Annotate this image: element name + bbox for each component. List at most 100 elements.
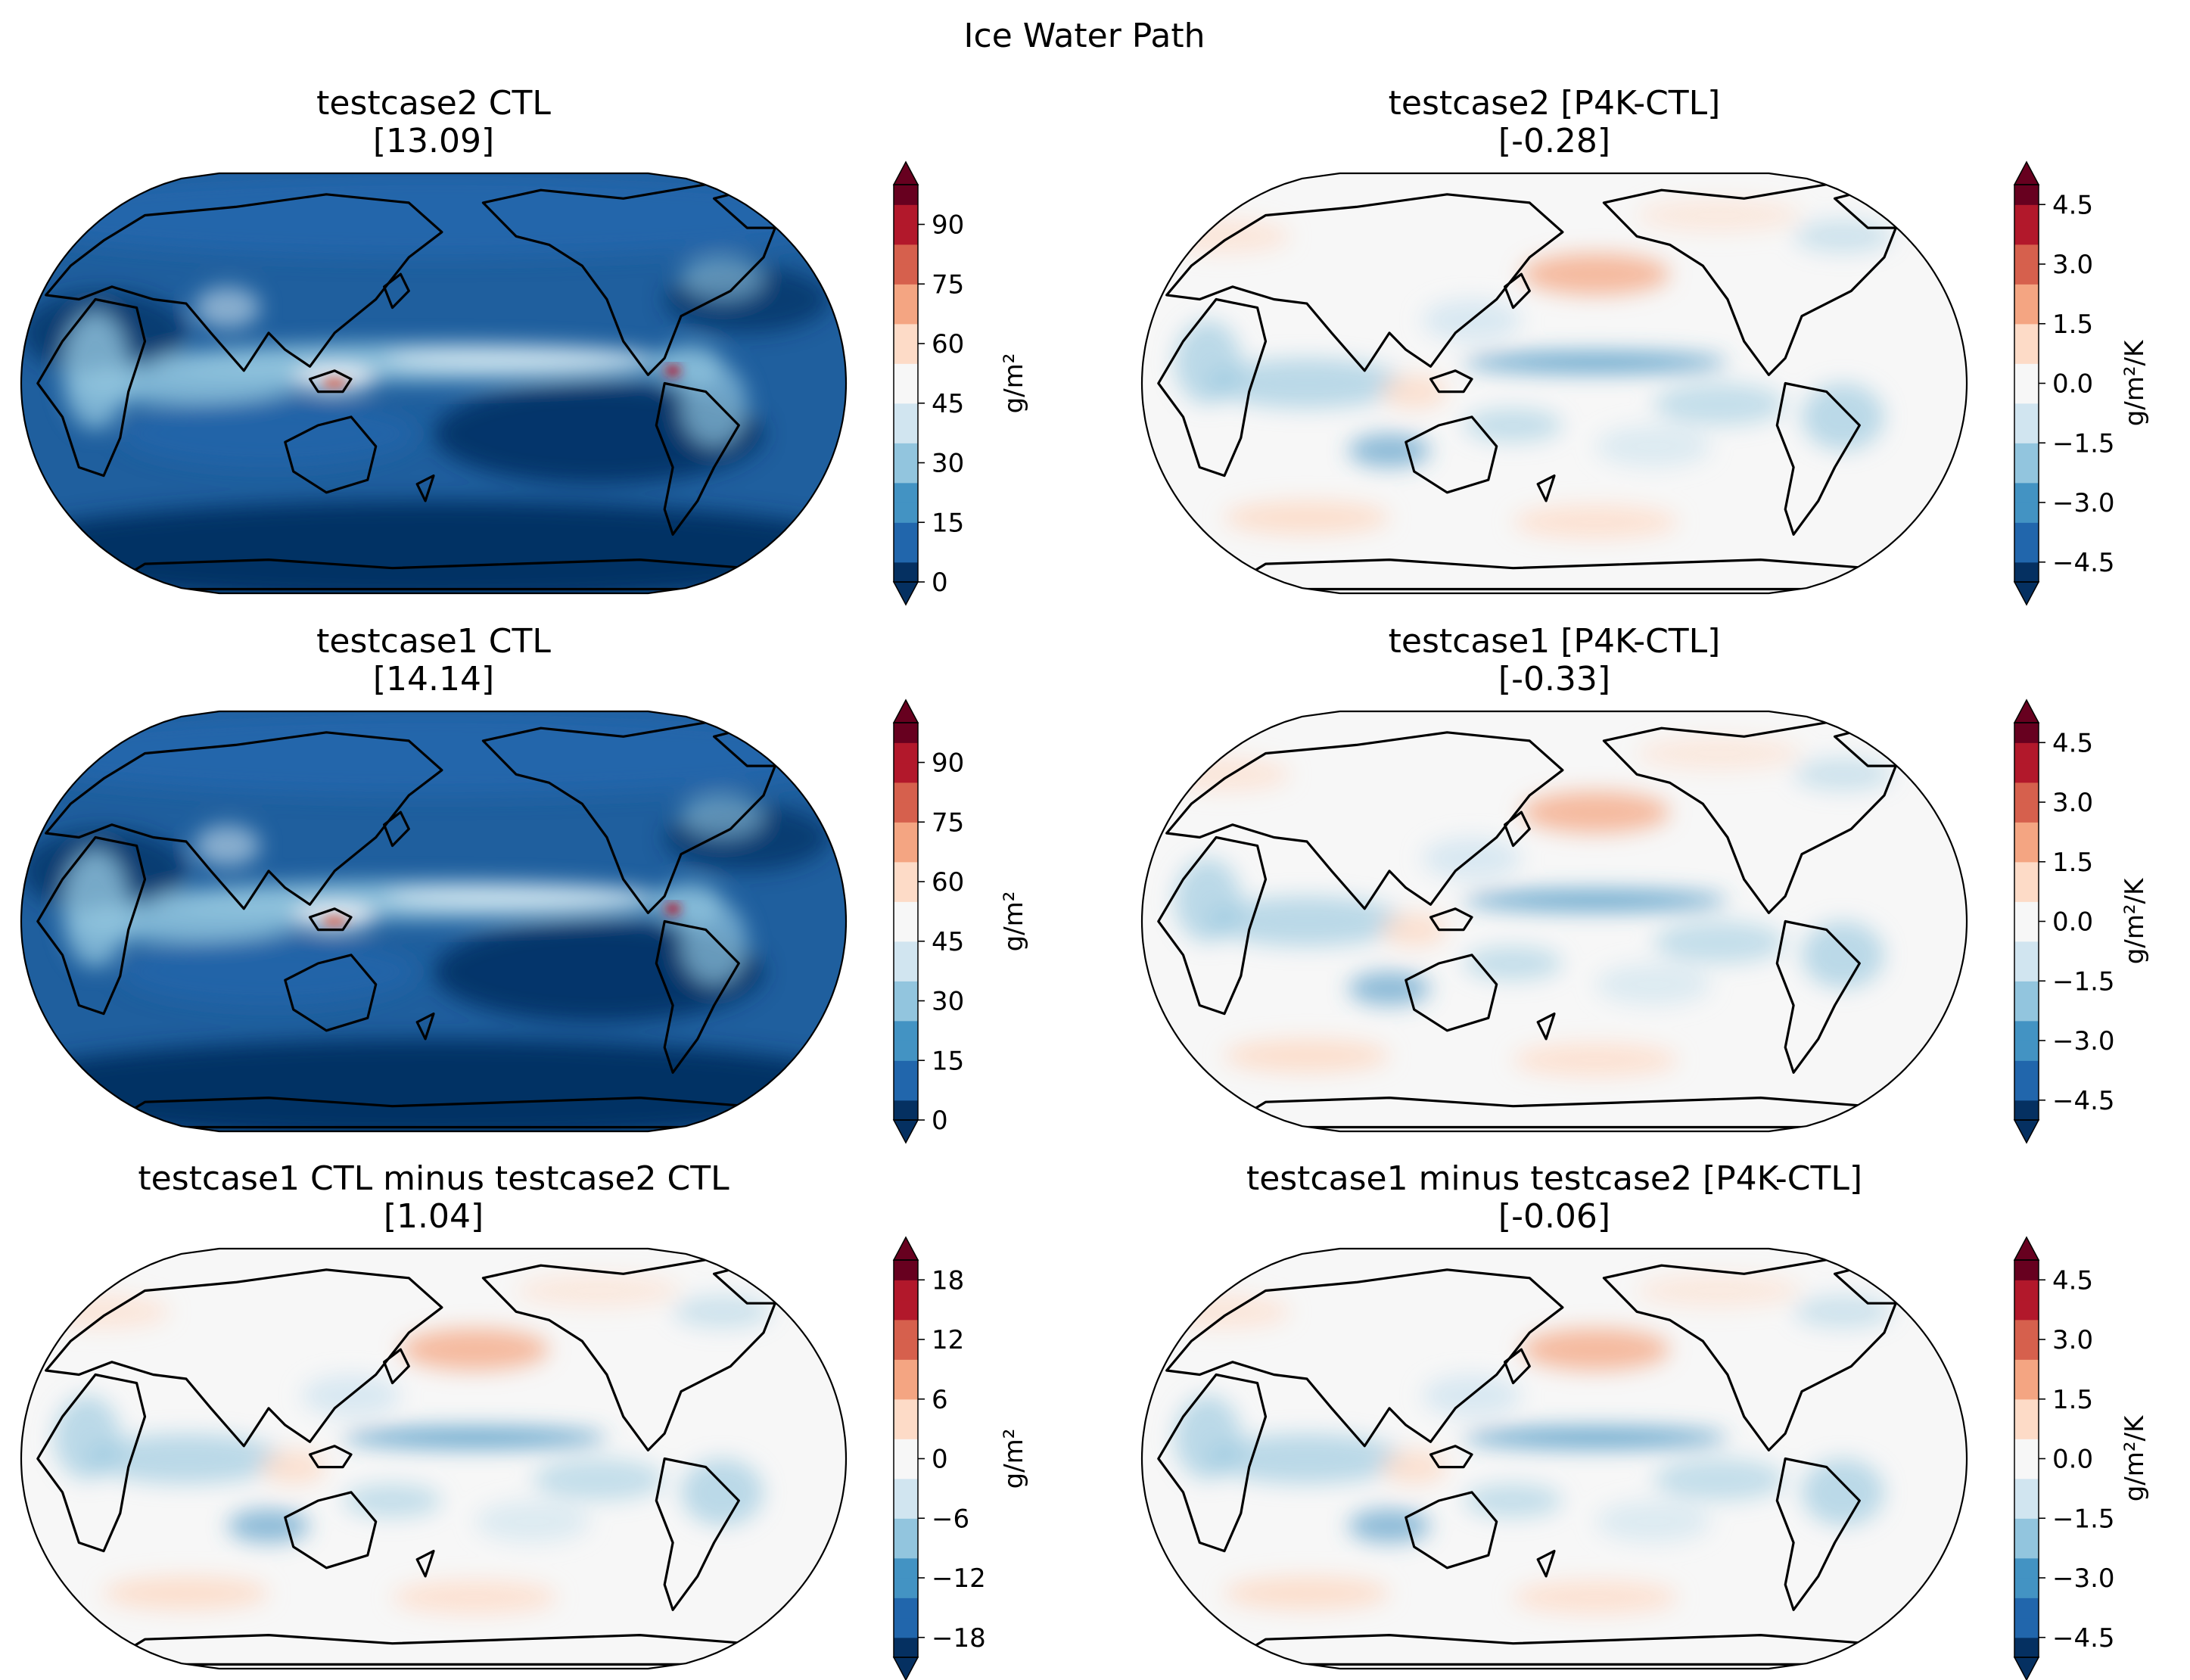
map-field [1142,711,1967,1131]
colorbar: −4.5 −3.0 −1.5 0.0 1.5 3.0 4.5 g/m²/K [2013,698,2150,1144]
colorbar-tick-label: −1.5 [2052,1504,2115,1534]
panel-title: testcase2 CTL [316,84,551,123]
colorbar-tick-label: −12 [932,1563,986,1594]
colorbar-segment [894,1041,918,1061]
coastline-indonesia [308,1445,353,1469]
panel-3: testcase1 CTL[14.14] 0 15 30 45 60 75 90 g/m² [20,622,1029,1144]
colorbar-segment [2014,462,2039,484]
colorbar-segment [894,1060,918,1081]
colorbar-tick-label: 0 [932,568,948,598]
colorbar-segment [2014,264,2039,285]
coastline-samerica [655,919,740,1074]
coastline-namerica [1602,718,1902,915]
colorbar-tick-label: 75 [932,269,964,300]
panel-title: testcase1 [P4K-CTL] [1389,622,1721,661]
colorbar-segment [894,403,918,424]
panel-title: testcase1 CTL [316,622,551,661]
colorbar-segment [894,1458,918,1479]
colorbar-segment [894,1319,918,1340]
colorbar-tick-label: 45 [932,927,964,957]
coastline-indonesia [1429,369,1473,394]
colorbar-segment [2014,1319,2039,1340]
coastline-samerica [1775,381,1861,536]
coastline-namerica [481,718,782,915]
map-border [20,172,848,595]
colorbar-extend-max [892,1236,919,1261]
colorbar-extend-min [892,581,919,606]
colorbar-segment [894,1100,918,1121]
colorbar-segment [894,1020,918,1041]
colorbar-segment [2014,403,2039,424]
colorbar-frame [893,184,919,583]
colorbar-segment [2014,802,2039,823]
colorbar-tick-label: 1.5 [2052,848,2093,878]
colorbar-segment [2014,1518,2039,1539]
coastline-samerica [655,1457,740,1611]
colorbar-segment [894,344,918,364]
colorbar-tick-label: 60 [932,867,964,898]
colorbar-segment [894,323,918,344]
panel-title: testcase1 minus testcase2 [P4K-CTL] [1246,1159,1862,1198]
colorbar-tick-label: 18 [932,1265,964,1296]
coastline-namerica [1602,1255,1902,1452]
colorbar-segment [2014,1637,2039,1658]
colorbar-segment [894,443,918,464]
colorbar-segment [894,1598,918,1619]
colorbar-label: g/m²/K [2120,877,2150,964]
coastline-namerica [1602,180,1902,376]
colorbar-segment [894,1637,918,1658]
map-field [21,711,846,1131]
coastline-australia [284,415,378,494]
colorbar-segment [2014,1100,2039,1121]
panel-title: testcase2 [P4K-CTL] [1389,84,1721,123]
coastline-africa [36,835,147,1016]
colorbar-segment [894,1260,918,1280]
colorbar-segment [2014,303,2039,325]
map-field [21,1249,846,1669]
colorbar-segment [894,723,918,743]
colorbar-segment [2014,1538,2039,1559]
colorbar-segment [894,1080,918,1101]
colorbar-extend-min [892,1657,919,1680]
coastline-australia [284,1491,378,1570]
colorbar-segment [894,1617,918,1638]
colorbar-tick-label: 0 [932,1106,948,1136]
colorbar-segment [894,861,918,882]
colorbar: 0 15 30 45 60 75 90 g/m² [892,698,1029,1144]
colorbar: −4.5 −3.0 −1.5 0.0 1.5 3.0 4.5 g/m²/K [2013,160,2150,606]
colorbar-extend-max [2013,698,2040,723]
colorbar-tick-label: −3.0 [2052,1026,2115,1056]
panel-5: testcase1 CTL minus testcase2 CTL[1.04] −… [20,1159,1029,1680]
colorbar-segment [894,1299,918,1321]
colorbar-extend-max [2013,160,2040,185]
colorbar-segment [2014,941,2039,962]
colorbar-segment [894,462,918,484]
colorbar-segment [2014,383,2039,404]
colorbar-extend-max [892,698,919,723]
coastline-samerica [1775,919,1861,1074]
colorbar-segment [894,303,918,325]
coastline-samerica [655,381,740,536]
coastline-africa [1157,1373,1268,1553]
colorbar-tick-label: 1.5 [2052,310,2093,340]
coastline-nz [415,1012,435,1041]
colorbar-tick-label: 4.5 [2052,190,2093,220]
colorbar-tick-label: 6 [932,1385,948,1415]
colorbar-tick-label: −1.5 [2052,966,2115,997]
colorbar-tick-label: 15 [932,508,964,538]
colorbar-segment [2014,782,2039,803]
colorbar-segment [2014,822,2039,843]
colorbar-segment [2014,522,2039,543]
map-border [1140,172,1968,595]
coastline-africa [36,1373,147,1553]
colorbar-extend-min [892,1119,919,1144]
colorbar-segment [2014,1398,2039,1420]
colorbar-segment [894,782,918,803]
coastline-africa [1157,297,1268,478]
coastline-africa [1157,835,1268,1016]
colorbar-segment [2014,1578,2039,1598]
figure-title: Ice Water Path [964,17,1205,55]
panel-global-mean: [13.09] [373,122,494,160]
colorbar-segment [2014,1080,2039,1101]
coastline-nz [415,1550,435,1578]
